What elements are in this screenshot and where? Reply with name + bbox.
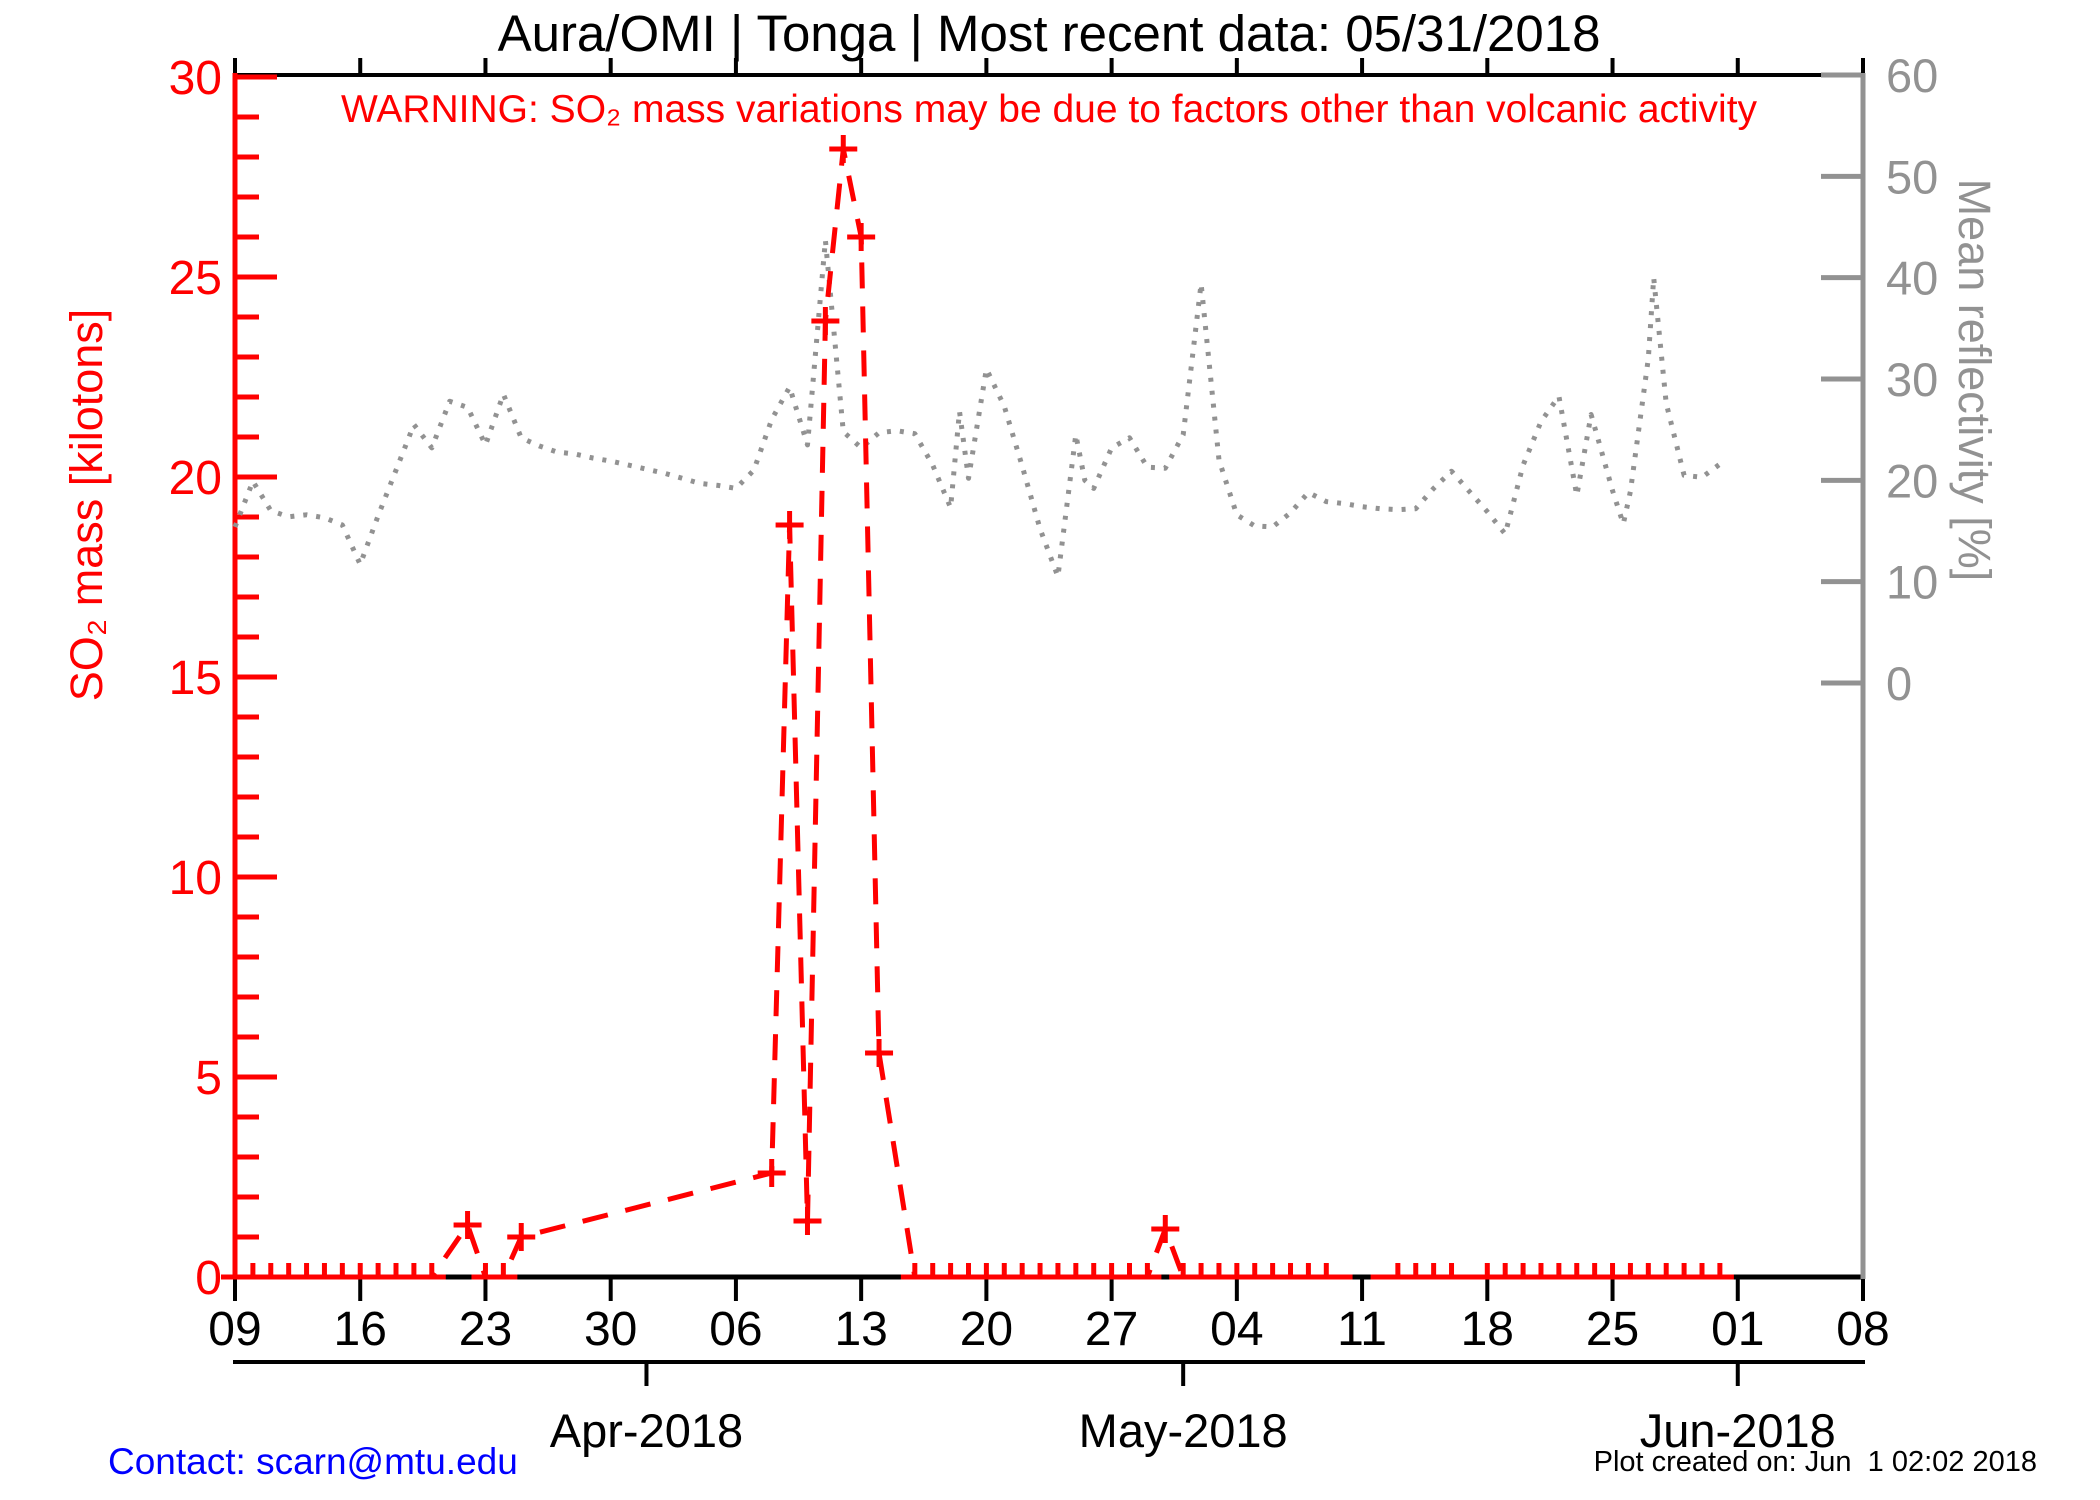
so2-line — [235, 146, 1720, 1280]
left-tick-label: 0 — [195, 1252, 222, 1305]
month-label: Jun-2018 — [1640, 1404, 1836, 1457]
left-axis-title: SO₂ mass [kilotons] — [61, 308, 112, 702]
right-axis-title: Mean reflectivity [%] — [1949, 178, 2000, 582]
month-label: May-2018 — [1079, 1404, 1288, 1457]
x-tick-label: 09 — [208, 1303, 261, 1356]
right-tick-label: 0 — [1886, 657, 1912, 710]
reflectivity-line — [232, 237, 1722, 580]
warning-text: WARNING: SO₂ mass variations may be due … — [340, 88, 1758, 131]
contact-link[interactable]: Contact: scarn@mtu.edu — [108, 1441, 518, 1482]
right-tick-label: 20 — [1886, 454, 1938, 507]
x-tick-label: 18 — [1461, 1303, 1514, 1356]
x-tick-label: 25 — [1586, 1303, 1639, 1356]
x-tick-label: 06 — [709, 1303, 762, 1356]
right-tick-label: 30 — [1886, 353, 1938, 406]
x-tick-label: 27 — [1085, 1303, 1138, 1356]
x-tick-label: 30 — [584, 1303, 637, 1356]
left-tick-label: 5 — [195, 1052, 222, 1105]
x-tick-label: 08 — [1836, 1303, 1889, 1356]
right-tick-label: 10 — [1886, 556, 1938, 609]
created-timestamp: Plot created on: Jun 1 02:02 2018 — [1593, 1446, 2037, 1478]
x-tick-label: 01 — [1711, 1303, 1764, 1356]
left-tick-label: 15 — [169, 652, 222, 705]
x-tick-label: 04 — [1210, 1303, 1263, 1356]
x-tick-label: 11 — [1337, 1303, 1387, 1356]
month-label: Apr-2018 — [550, 1404, 743, 1457]
x-tick-label: 23 — [459, 1303, 512, 1356]
chart-title: Aura/OMI | Tonga | Most recent data: 05/… — [497, 5, 1601, 62]
left-tick-label: 25 — [169, 252, 222, 305]
x-tick-label: 20 — [960, 1303, 1013, 1356]
x-tick-label: 13 — [834, 1303, 887, 1356]
right-tick-label: 50 — [1886, 150, 1938, 203]
x-tick-label: 16 — [334, 1303, 387, 1356]
left-tick-label: 20 — [169, 452, 222, 505]
left-tick-label: 30 — [169, 52, 222, 105]
left-tick-label: 10 — [169, 852, 222, 905]
right-tick-label: 40 — [1886, 252, 1938, 305]
right-tick-label: 60 — [1886, 49, 1938, 102]
